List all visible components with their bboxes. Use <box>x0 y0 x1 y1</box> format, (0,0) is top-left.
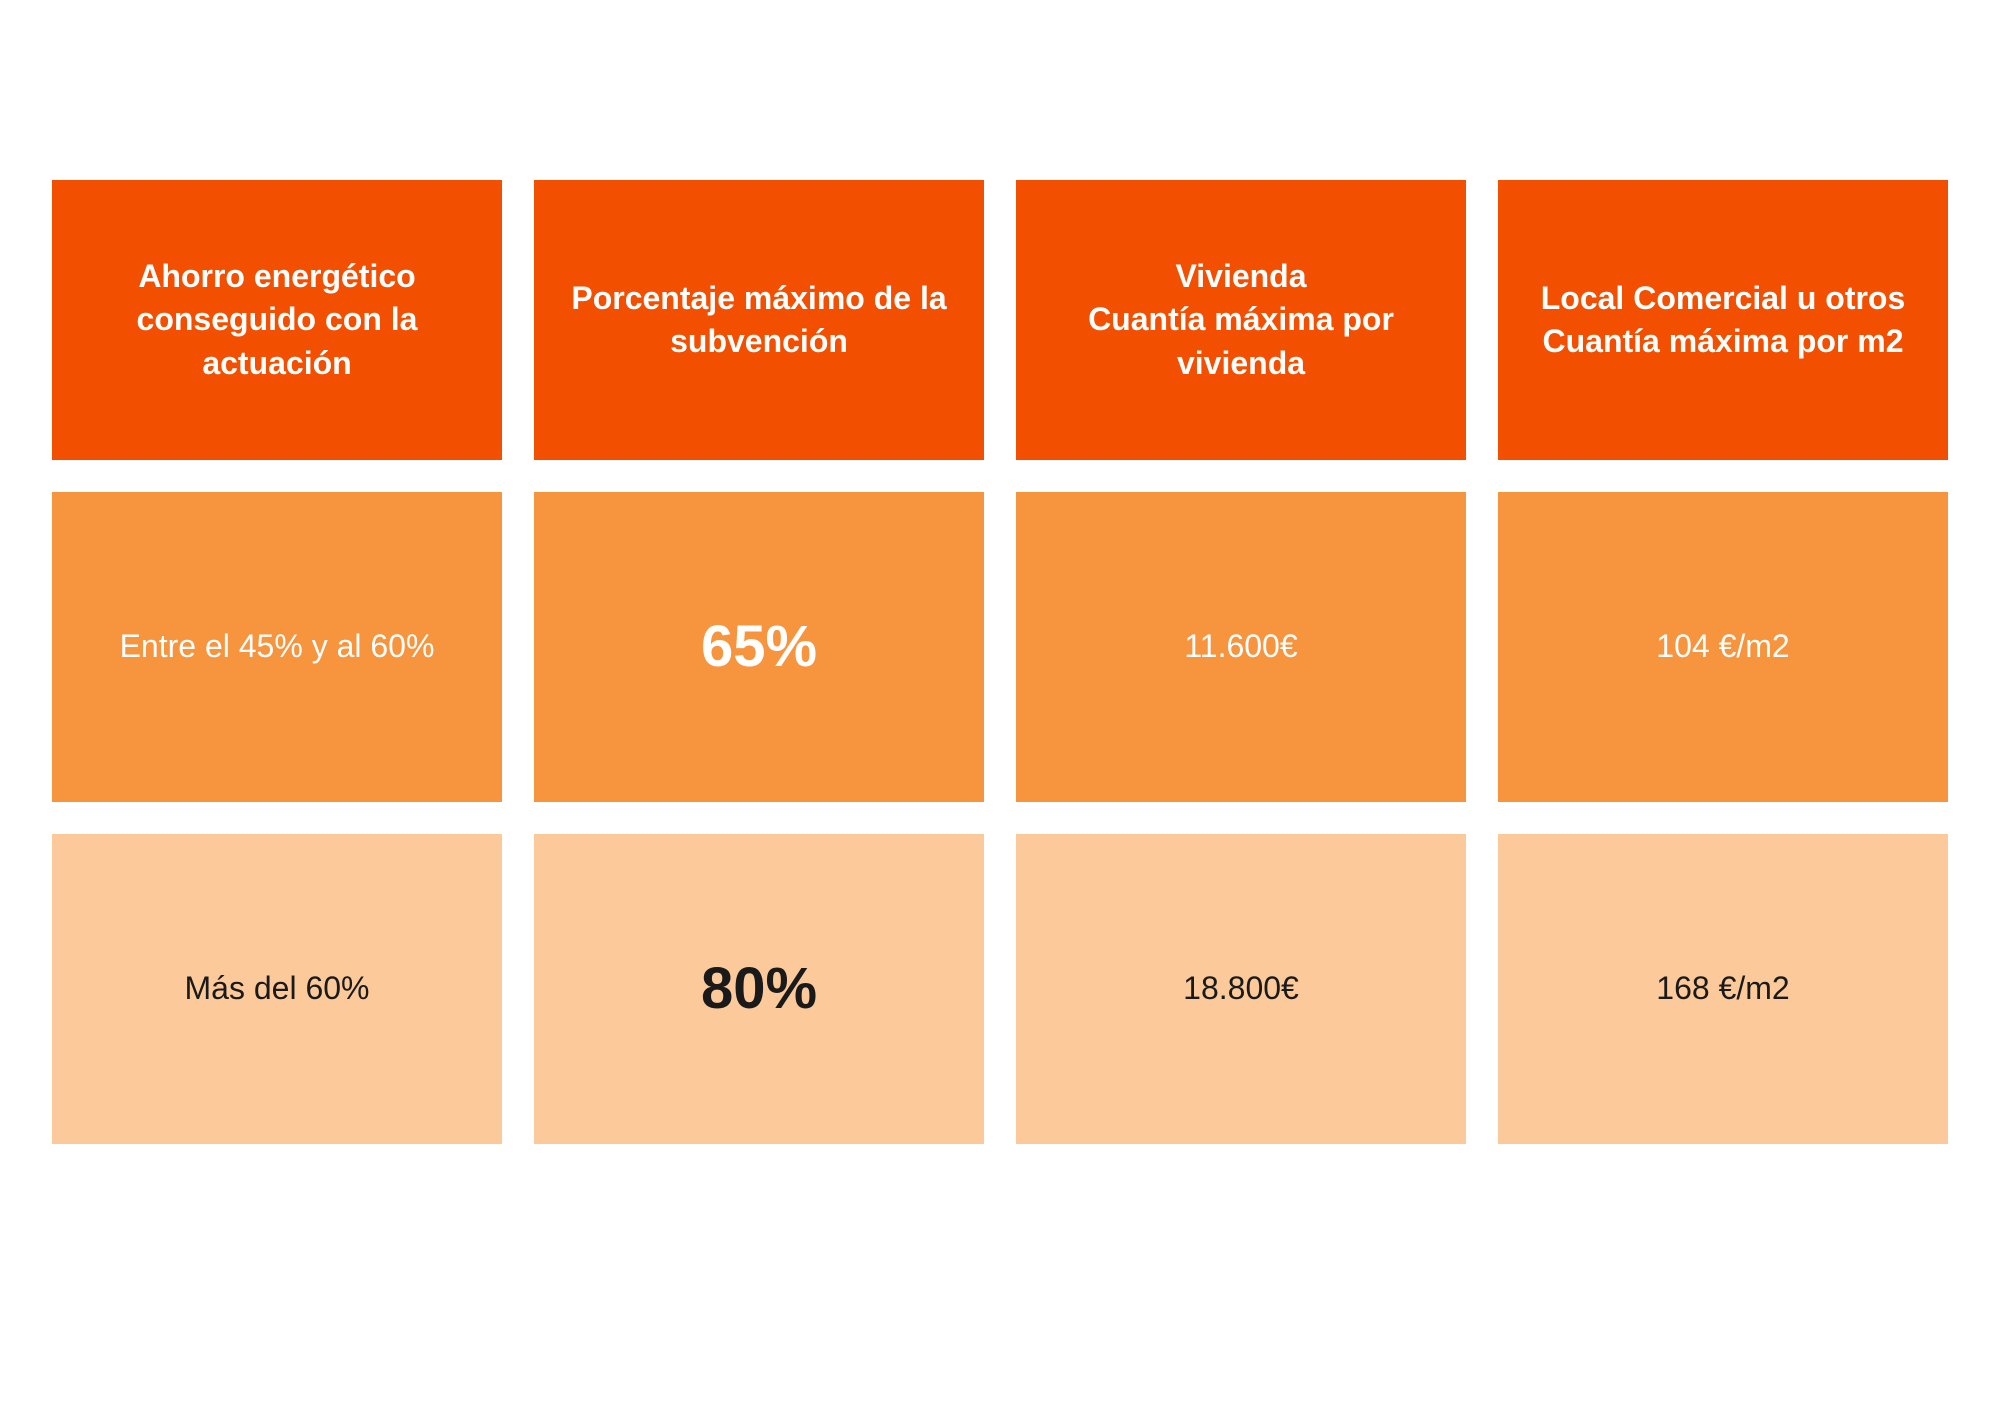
header-label: Porcentaje máximo de la subvención <box>564 277 954 363</box>
max-per-m2: 104 €/m2 <box>1656 626 1789 668</box>
savings-range: Más del 60% <box>185 968 370 1010</box>
table-row: 11.600€ <box>1016 492 1466 802</box>
savings-range: Entre el 45% y al 60% <box>120 626 435 668</box>
max-per-dwelling: 18.800€ <box>1183 968 1299 1010</box>
table-row: 65% <box>534 492 984 802</box>
header-col-1: Ahorro energético conseguido con la actu… <box>52 180 502 460</box>
subsidy-table: Ahorro energético conseguido con la actu… <box>52 180 1948 1144</box>
header-label: Ahorro energético conseguido con la actu… <box>82 255 472 385</box>
max-per-m2: 168 €/m2 <box>1656 968 1789 1010</box>
max-percentage: 80% <box>701 951 817 1026</box>
header-label: Local Comercial u otros Cuantía máxima p… <box>1541 277 1906 363</box>
table-row: 168 €/m2 <box>1498 834 1948 1144</box>
header-col-3: Vivienda Cuantía máxima por vivienda <box>1016 180 1466 460</box>
header-col-4: Local Comercial u otros Cuantía máxima p… <box>1498 180 1948 460</box>
header-col-2: Porcentaje máximo de la subvención <box>534 180 984 460</box>
table-row: 80% <box>534 834 984 1144</box>
table-row: Más del 60% <box>52 834 502 1144</box>
max-per-dwelling: 11.600€ <box>1184 626 1297 668</box>
header-label: Vivienda Cuantía máxima por vivienda <box>1046 255 1436 385</box>
table-row: 18.800€ <box>1016 834 1466 1144</box>
max-percentage: 65% <box>701 609 817 684</box>
table-row: Entre el 45% y al 60% <box>52 492 502 802</box>
table-row: 104 €/m2 <box>1498 492 1948 802</box>
